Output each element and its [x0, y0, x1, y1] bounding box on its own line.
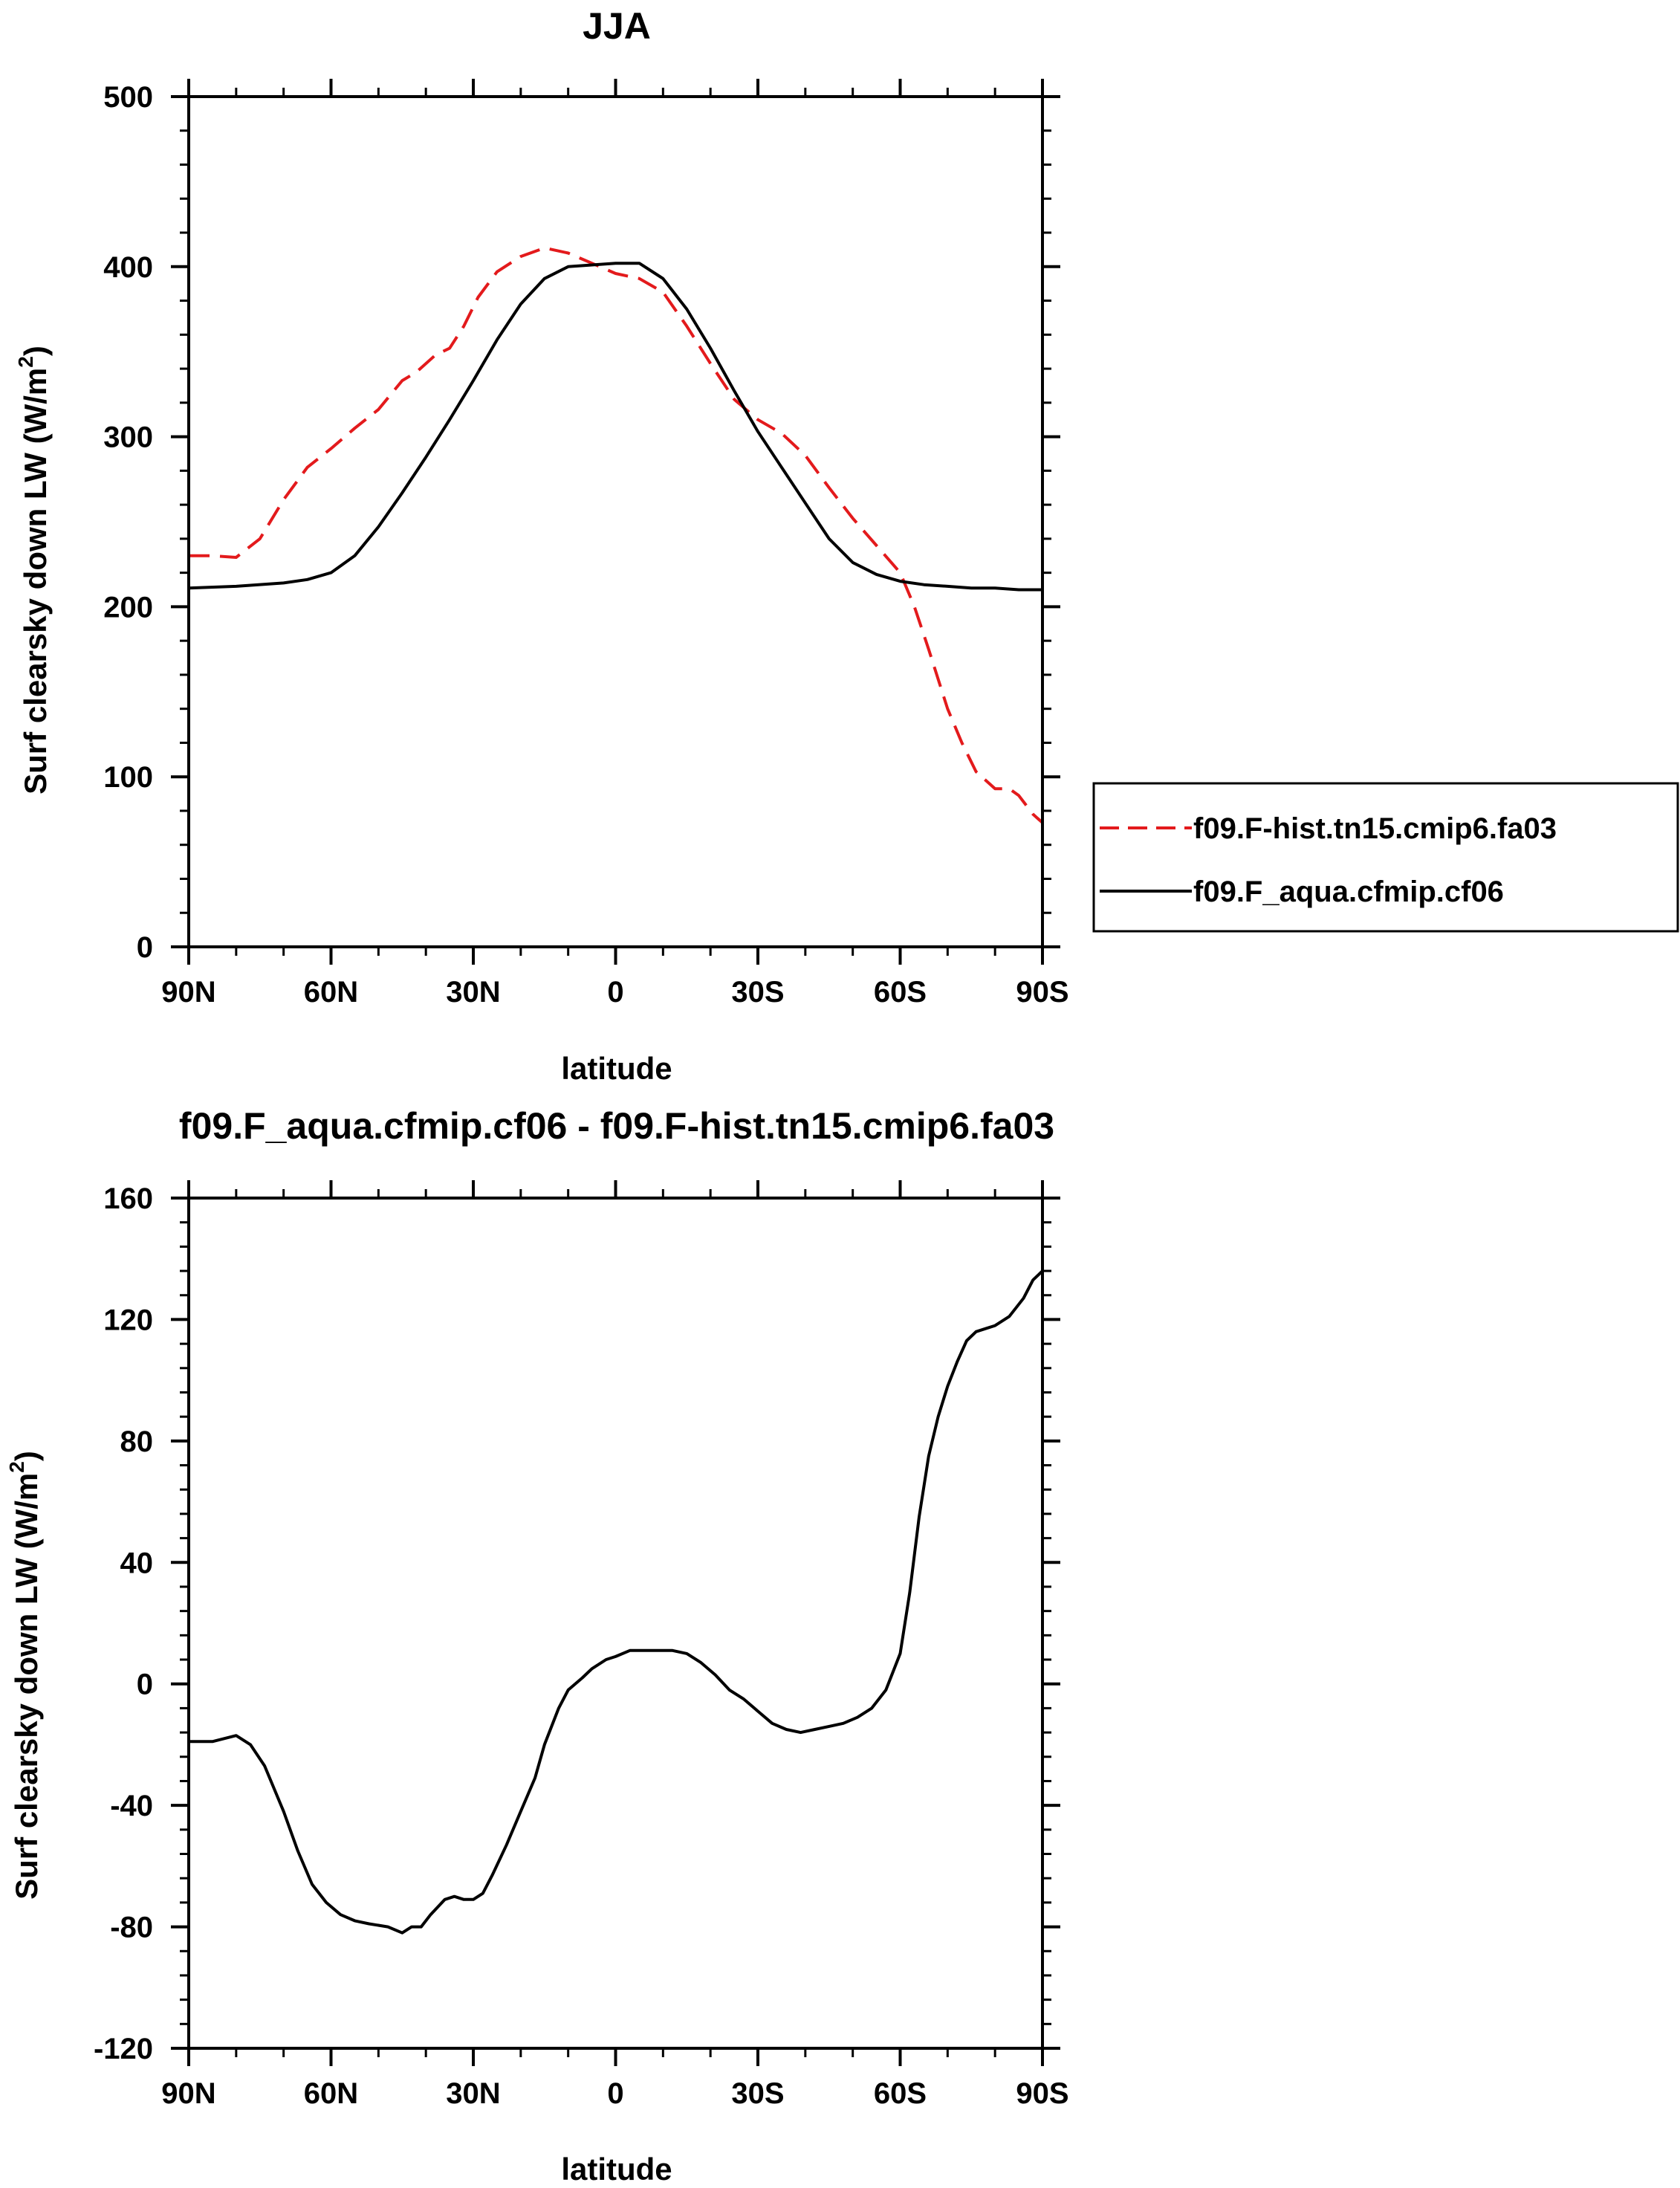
- series-line-0-1: [187, 262, 1044, 592]
- top-panel: JJA 0 100 200 300 400 500 90N 60N 30N 0 30S 60S 90S…: [14, 5, 1679, 1086]
- top-chart-title: JJA: [583, 5, 651, 47]
- x-tick-label: 90N: [161, 2077, 215, 2110]
- top-x-tick-labels: 90N 60N 30N 0 30S 60S 90S: [161, 976, 1068, 1009]
- x-tick-label: 30N: [446, 976, 500, 1009]
- top-x-axis-label: latitude: [561, 1051, 672, 1086]
- y-tick-label: 400: [103, 251, 153, 284]
- top-series-group: [187, 246, 1044, 824]
- y-tick-label: 300: [103, 421, 153, 454]
- y-tick-label: 0: [137, 931, 153, 964]
- top-y-axis-label-main: Surf clearsky down LW (W/m: [18, 368, 53, 794]
- bottom-x-axis-label: latitude: [561, 2152, 672, 2187]
- y-tick-label: -80: [110, 1912, 153, 1944]
- bottom-series-group: [187, 1269, 1044, 1935]
- bottom-chart-title: f09.F_aqua.cfmip.cf06 - f09.F-hist.tn15.…: [179, 1105, 1054, 1147]
- y-tick-label: 0: [137, 1668, 153, 1701]
- top-y-axis-label: Surf clearsky down LW (W/m2): [14, 346, 53, 794]
- x-tick-label: 60S: [874, 976, 927, 1009]
- y-tick-label: 120: [103, 1304, 153, 1336]
- bottom-x-tick-labels: 90N 60N 30N 0 30S 60S 90S: [161, 2077, 1068, 2110]
- y-tick-label: -120: [94, 2033, 153, 2065]
- x-tick-label: 30N: [446, 2077, 500, 2110]
- top-y-axis-label-superscript: 2: [14, 356, 37, 368]
- series-line-0-0: [189, 246, 1044, 824]
- legend-label-hist: f09.F-hist.tn15.cmip6.fa03: [1193, 812, 1557, 845]
- series-line-1-0: [187, 1269, 1044, 1935]
- top-plot-frame: [187, 95, 1044, 948]
- bottom-y-axis-label-main: Surf clearsky down LW (W/m: [9, 1473, 44, 1900]
- x-tick-label: 60N: [304, 2077, 358, 2110]
- legend-label-aqua: f09.F_aqua.cfmip.cf06: [1193, 875, 1504, 908]
- bottom-panel: f09.F_aqua.cfmip.cf06 - f09.F-hist.tn15.…: [5, 1105, 1069, 2187]
- top-y-tick-labels: 0 100 200 300 400 500: [103, 81, 153, 964]
- top-minor-ticks: [180, 88, 1051, 956]
- x-tick-label: 0: [607, 976, 623, 1009]
- legend-box: [1092, 782, 1679, 933]
- x-tick-label: 0: [607, 2077, 623, 2110]
- y-tick-label: 200: [103, 591, 153, 624]
- bottom-y-axis-label-superscript: 2: [5, 1461, 28, 1473]
- x-tick-label: 60N: [304, 976, 358, 1009]
- y-tick-label: 40: [120, 1547, 154, 1579]
- top-y-axis-label-close: ): [18, 346, 53, 356]
- y-tick-label: 100: [103, 761, 153, 794]
- x-tick-label: 90S: [1016, 976, 1068, 1009]
- y-tick-label: 500: [103, 81, 153, 114]
- bottom-major-ticks: [171, 1180, 1060, 2066]
- bottom-y-axis-label-close: ): [9, 1451, 44, 1461]
- y-tick-label: 160: [103, 1182, 153, 1215]
- x-tick-label: 30S: [731, 976, 784, 1009]
- x-tick-label: 60S: [874, 2077, 927, 2110]
- bottom-y-tick-labels: -120 -80 -40 0 40 80 120 160: [94, 1182, 153, 2065]
- x-tick-label: 90S: [1016, 2077, 1068, 2110]
- top-major-ticks: [171, 79, 1060, 965]
- y-tick-label: 80: [120, 1425, 154, 1458]
- x-tick-label: 90N: [161, 976, 215, 1009]
- bottom-minor-ticks: [180, 1189, 1051, 2057]
- x-tick-label: 30S: [731, 2077, 784, 2110]
- bottom-y-axis-label: Surf clearsky down LW (W/m2): [5, 1451, 44, 1900]
- legend: f09.F-hist.tn15.cmip6.fa03 f09.F_aqua.cf…: [1092, 782, 1679, 933]
- y-tick-label: -40: [110, 1790, 153, 1822]
- bottom-plot-frame: [187, 1197, 1044, 2050]
